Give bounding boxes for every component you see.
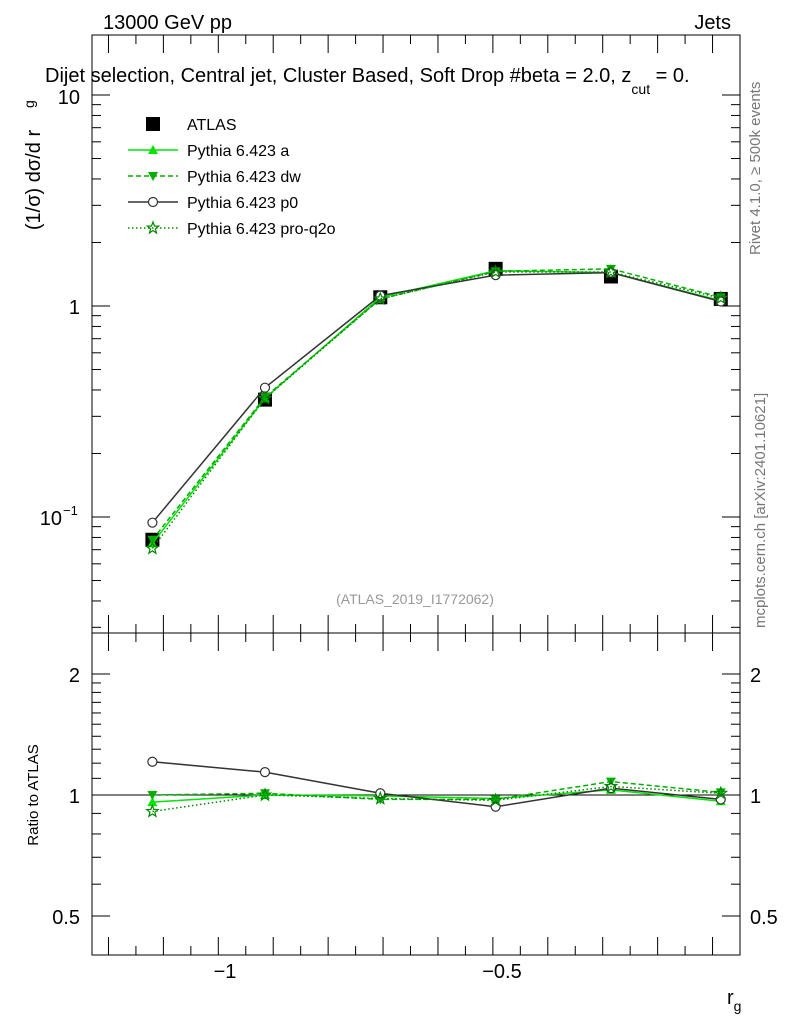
ratio-ytick-1-right: 1 bbox=[750, 786, 761, 808]
category-label: Jets bbox=[694, 12, 731, 34]
legend-proq2o-marker bbox=[145, 220, 161, 235]
xlabel: rg bbox=[727, 987, 741, 1014]
ratio-series-proq2o bbox=[145, 778, 729, 818]
ratio-line-a bbox=[152, 789, 721, 803]
main-point-proq2o bbox=[713, 290, 729, 305]
selection-tail: = 0. bbox=[650, 65, 689, 87]
selection-text: Dijet selection, Central jet, Cluster Ba… bbox=[45, 65, 631, 87]
ratio-point-proq2o bbox=[372, 790, 388, 805]
selection-sub: cut bbox=[631, 81, 650, 97]
legend: ATLAS Pythia 6.423 a Pythia 6.423 dw Pyt… bbox=[128, 117, 336, 238]
ytick-label-0.1: 10 bbox=[40, 508, 62, 530]
main-ylabel-sub: g bbox=[21, 100, 37, 108]
legend-dw-label: Pythia 6.423 dw bbox=[187, 169, 301, 186]
ratio-line-p0 bbox=[152, 760, 721, 808]
ratio-point-proq2o bbox=[257, 787, 273, 802]
ratio-ylabel: Ratio to ATLAS bbox=[25, 744, 42, 845]
rivet-label: Rivet 4.1.0, ≥ 500k events bbox=[747, 82, 764, 255]
main-line-proq2o bbox=[151, 271, 721, 549]
ratio-ytick-1-left: 1 bbox=[69, 786, 80, 808]
main-point-p0 bbox=[375, 290, 386, 301]
ratio-point-dw bbox=[147, 791, 158, 800]
main-ylabel: (1/σ) dσ/d r g bbox=[21, 100, 45, 230]
main-ticks bbox=[92, 35, 740, 633]
xtick-label-minus0.5: −0.5 bbox=[482, 961, 521, 983]
ratio-point-p0 bbox=[259, 767, 271, 778]
ratio-plot-frame bbox=[91, 632, 741, 956]
ratio-ticks bbox=[92, 633, 740, 955]
main-series bbox=[145, 261, 729, 555]
ratio-point-proq2o bbox=[713, 785, 729, 800]
legend-atlas-label: ATLAS bbox=[187, 117, 237, 134]
main-ylabel-text: (1/σ) dσ/d r bbox=[23, 130, 45, 231]
legend-a-marker bbox=[148, 145, 158, 154]
ratio-ytick-0.5-left: 0.5 bbox=[52, 907, 80, 929]
ytick-label-0.1-base: 10 bbox=[40, 508, 62, 530]
main-series-atlas bbox=[145, 261, 728, 547]
legend-p0-label: Pythia 6.423 p0 bbox=[187, 195, 298, 212]
ratio-point-dw bbox=[259, 789, 270, 799]
legend-p0-marker bbox=[147, 196, 159, 208]
main-point-dw bbox=[147, 535, 158, 545]
main-series-a bbox=[147, 265, 726, 548]
main-line-p0 bbox=[151, 271, 721, 524]
legend-dw-marker bbox=[148, 172, 158, 181]
ytick-label-0.1-exp: −1 bbox=[63, 503, 78, 518]
legend-atlas-marker bbox=[146, 117, 160, 131]
ratio-point-a bbox=[147, 797, 158, 807]
ratio-series-p0 bbox=[147, 756, 726, 812]
ratio-ytick-0.5-right: 0.5 bbox=[750, 907, 778, 929]
main-point-proq2o bbox=[372, 291, 388, 306]
main-point-proq2o bbox=[145, 540, 160, 555]
analysis-id: (ATLAS_2019_I1772062) bbox=[336, 591, 494, 607]
energy-label: 13000 GeV pp bbox=[103, 12, 232, 34]
main-line-a bbox=[151, 269, 721, 544]
ratio-point-proq2o bbox=[145, 803, 160, 818]
ytick-label-1: 1 bbox=[69, 297, 80, 319]
ratio-ytick-2-left: 2 bbox=[69, 665, 80, 687]
main-series-dw bbox=[147, 264, 726, 545]
xlabel-main: r bbox=[727, 987, 734, 1009]
main-series-proq2o bbox=[145, 264, 729, 555]
main-point-proq2o bbox=[488, 264, 503, 279]
ratio-ytick-2-right: 2 bbox=[750, 665, 761, 687]
mcplots-label: mcplots.cern.ch [arXiv:2401.10621] bbox=[752, 393, 769, 628]
main-line-dw bbox=[151, 268, 721, 541]
ratio-point-p0 bbox=[147, 756, 158, 767]
main-point-p0 bbox=[147, 517, 158, 528]
ratio-series bbox=[145, 756, 729, 818]
legend-a-label: Pythia 6.423 a bbox=[187, 143, 289, 160]
xtick-label-minus1: −1 bbox=[214, 961, 237, 983]
main-point-proq2o bbox=[603, 264, 619, 279]
ratio-point-proq2o bbox=[603, 778, 619, 793]
main-point-proq2o bbox=[257, 390, 273, 405]
ytick-label-10: 10 bbox=[58, 87, 80, 109]
selection-title: Dijet selection, Central jet, Cluster Ba… bbox=[45, 65, 690, 97]
main-series-p0 bbox=[147, 267, 726, 528]
ratio-point-proq2o bbox=[488, 792, 503, 807]
xlabel-sub: g bbox=[734, 998, 742, 1014]
legend-proq2o-label: Pythia 6.423 pro-q2o bbox=[187, 221, 336, 238]
